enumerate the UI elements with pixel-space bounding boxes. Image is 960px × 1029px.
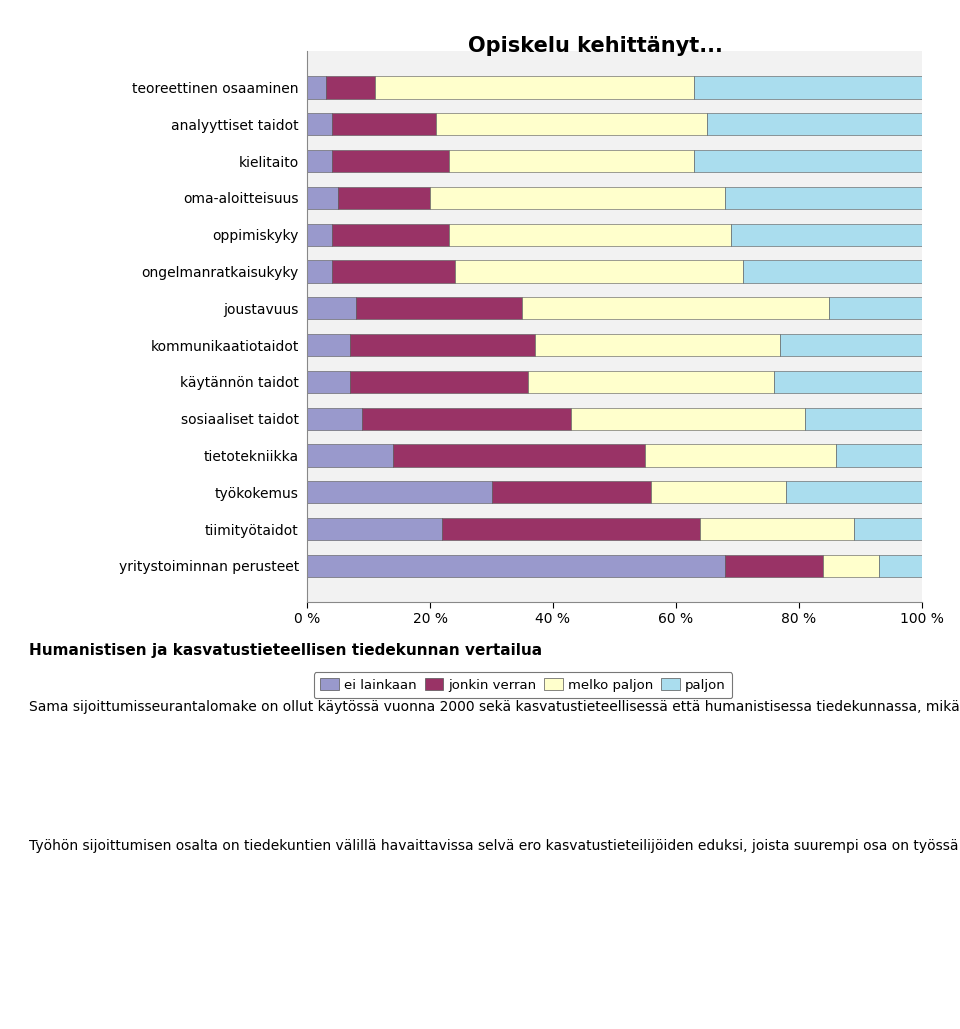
Bar [307, 445, 394, 466]
Bar [436, 113, 707, 136]
Bar [774, 370, 922, 393]
Bar [448, 223, 732, 246]
Bar [780, 334, 922, 356]
Bar [701, 518, 854, 540]
Bar [492, 482, 651, 503]
Bar [307, 76, 325, 99]
Bar [363, 407, 571, 430]
Bar [332, 150, 448, 172]
Bar [356, 297, 522, 319]
Bar [522, 297, 829, 319]
Bar [732, 223, 922, 246]
Bar [804, 407, 922, 430]
Bar [350, 370, 528, 393]
Bar [350, 334, 535, 356]
Bar [430, 187, 725, 209]
Bar [725, 187, 922, 209]
Bar [332, 113, 436, 136]
Bar [394, 445, 645, 466]
Bar [743, 260, 922, 283]
Bar [307, 187, 338, 209]
Text: Työhön sijoittumisen osalta on tiedekuntien välillä havaittavissa selvä ero kasv: Työhön sijoittumisen osalta on tiedekunt… [29, 839, 960, 853]
Bar [325, 76, 374, 99]
Bar [332, 223, 448, 246]
Bar [535, 334, 780, 356]
Legend: ei lainkaan, jonkin verran, melko paljon, paljon: ei lainkaan, jonkin verran, melko paljon… [314, 672, 732, 699]
Bar [307, 334, 350, 356]
Bar [725, 555, 824, 577]
Bar [878, 555, 922, 577]
Bar [307, 150, 332, 172]
Bar [694, 150, 922, 172]
Bar [645, 445, 835, 466]
Bar [854, 518, 922, 540]
Bar [455, 260, 743, 283]
Bar [338, 187, 430, 209]
Text: Opiskelu kehittänyt...: Opiskelu kehittänyt... [468, 36, 723, 56]
Text: Sama sijoittumisseurantalomake on ollut käytössä vuonna 2000 sekä kasvatustietee: Sama sijoittumisseurantalomake on ollut … [29, 700, 960, 714]
Bar [824, 555, 878, 577]
Bar [307, 370, 350, 393]
Bar [786, 482, 922, 503]
Bar [307, 407, 363, 430]
Bar [571, 407, 804, 430]
Bar [374, 76, 694, 99]
Bar [307, 223, 332, 246]
Bar [829, 297, 922, 319]
Bar [651, 482, 786, 503]
Bar [307, 555, 725, 577]
Bar [694, 76, 922, 99]
Bar [307, 297, 356, 319]
Bar [307, 113, 332, 136]
Bar [307, 482, 492, 503]
Text: Humanistisen ja kasvatustieteellisen tiedekunnan vertailua: Humanistisen ja kasvatustieteellisen tie… [29, 643, 542, 659]
Bar [528, 370, 774, 393]
Bar [443, 518, 701, 540]
Bar [332, 260, 455, 283]
Bar [307, 518, 443, 540]
Bar [307, 260, 332, 283]
Bar [707, 113, 922, 136]
Bar [448, 150, 694, 172]
Bar [835, 445, 922, 466]
